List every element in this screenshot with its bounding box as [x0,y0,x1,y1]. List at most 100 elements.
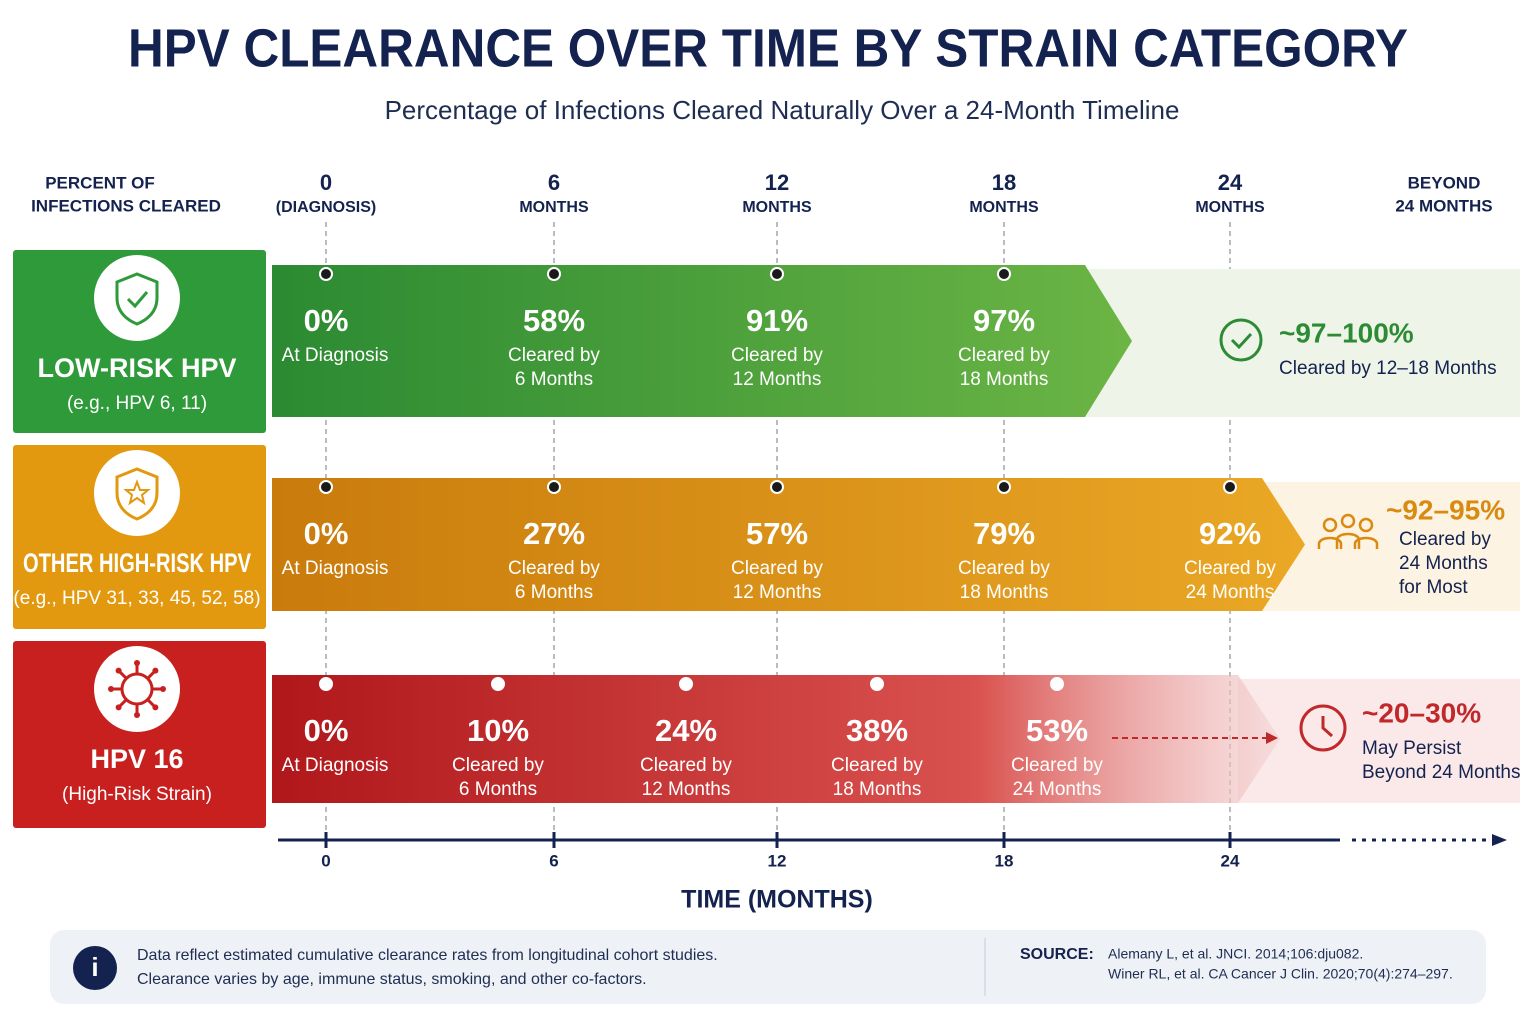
axis-tick-label: 6 [549,851,558,870]
row-header: PERCENT OF [45,173,155,192]
outcome-people-head [1358,517,1374,533]
milestone-value: 92% [1199,516,1261,551]
subtitle: Percentage of Infections Cleared Natural… [385,95,1180,125]
milestone-dot [997,480,1011,494]
check-icon [126,291,149,309]
virus-spike-tip [134,660,140,666]
milestone-label: Cleared by [731,558,823,579]
category-example: (High-Risk Strain) [62,784,212,805]
milestone-value: 53% [1026,713,1088,748]
info-icon [73,946,117,990]
column-header: BEYOND [1408,173,1481,192]
axis-tick-label: 0 [321,851,330,870]
timeline-band [272,478,1305,611]
outcome-label: May Persist [1362,738,1462,759]
milestone-dot [491,677,505,691]
virus-spike [146,670,156,680]
timeline-band [272,675,1280,803]
milestone-dot [770,267,784,281]
virus-spike-tip [160,686,166,692]
category-icon [94,646,180,732]
milestone-label: At Diagnosis [282,345,389,366]
outcome-clock [1299,704,1347,752]
footer-note: Data reflect estimated cumulative cleara… [137,947,718,964]
axis-tick-label: 24 [1221,851,1240,870]
milestone-label: Cleared by [1184,558,1276,579]
category-icon [94,450,180,536]
outcome-panel [1238,679,1520,803]
row-header: INFECTIONS CLEARED [31,196,221,215]
milestone-dot [997,267,1011,281]
footer-box [50,930,1486,1004]
category-example: (e.g., HPV 6, 11) [67,393,207,414]
column-header: 18 [992,170,1016,195]
outcome-label: 24 Months [1399,553,1488,574]
column-header: 0 [320,170,332,195]
milestone-label: Cleared by [640,755,732,776]
outcome-panel [1085,269,1520,417]
column-header: MONTHS [1195,199,1265,216]
milestone-label: 12 Months [733,582,822,603]
persist-arrowhead [1266,732,1278,744]
outcome-people-head [1340,513,1356,529]
axis-title: TIME (MONTHS) [681,886,873,914]
virus-spike-tip [108,686,114,692]
milestone-label: Cleared by [831,755,923,776]
milestone-dot [679,677,693,691]
outcome-icon [1219,318,1263,362]
axis-tick-label: 12 [768,851,787,870]
milestone-label: 18 Months [833,779,922,800]
milestone-dot [547,480,561,494]
outcome-people-head [1322,517,1338,533]
milestone-label: Cleared by [508,558,600,579]
column-header: (DIAGNOSIS) [276,199,376,216]
virus-spike [118,698,128,708]
milestone-label: 12 Months [733,369,822,390]
column-header: 24 [1218,170,1243,195]
milestone-dot [770,480,784,494]
outcome-people-body [1317,536,1343,549]
milestone-value: 38% [846,713,908,748]
milestone-dot [547,267,561,281]
milestone-label: Cleared by [452,755,544,776]
outcome-panel [1262,482,1520,611]
category-icon [94,255,180,341]
category-box [13,445,266,629]
footer-note: Clearance varies by age, immune status, … [137,971,647,988]
axis-arrowhead [1492,834,1507,846]
milestone-dot [1223,480,1237,494]
milestone-value: 0% [304,516,349,551]
outcome-clock-hands [1321,716,1333,738]
milestone-value: 79% [973,516,1035,551]
milestone-label: Cleared by [731,345,823,366]
milestone-value: 57% [746,516,808,551]
milestone-label: At Diagnosis [282,558,389,579]
milestone-label: Cleared by [1011,755,1103,776]
milestone-label: 24 Months [1186,582,1275,603]
column-header: MONTHS [742,199,812,216]
category-name: LOW-RISK HPV [38,353,237,383]
virus-spike-tip [134,712,140,718]
timeline-band [272,265,1132,417]
milestone-label: 18 Months [960,582,1049,603]
column-header: 24 MONTHS [1395,196,1492,215]
shield-icon [115,272,159,326]
outcome-label: Cleared by 12–18 Months [1279,358,1497,379]
column-header: 6 [548,170,560,195]
virus-spike-tip [115,704,122,711]
outcome-people-body [1353,536,1379,549]
milestone-label: 24 Months [1013,779,1102,800]
outcome-label: Cleared by [1399,529,1491,550]
outcome-label: Beyond 24 Months [1362,762,1520,783]
virus-spike-tip [152,704,159,711]
milestone-label: 6 Months [515,582,593,603]
milestone-value: 27% [523,516,585,551]
milestone-label: 18 Months [960,369,1049,390]
title: HPV CLEARANCE OVER TIME BY STRAIN CATEGO… [128,18,1408,78]
milestone-value: 97% [973,303,1035,338]
milestone-value: 24% [655,713,717,748]
milestone-label: Cleared by [508,345,600,366]
category-name: OTHER HIGH-RISK HPV [23,548,251,578]
virus-spike [118,670,128,680]
